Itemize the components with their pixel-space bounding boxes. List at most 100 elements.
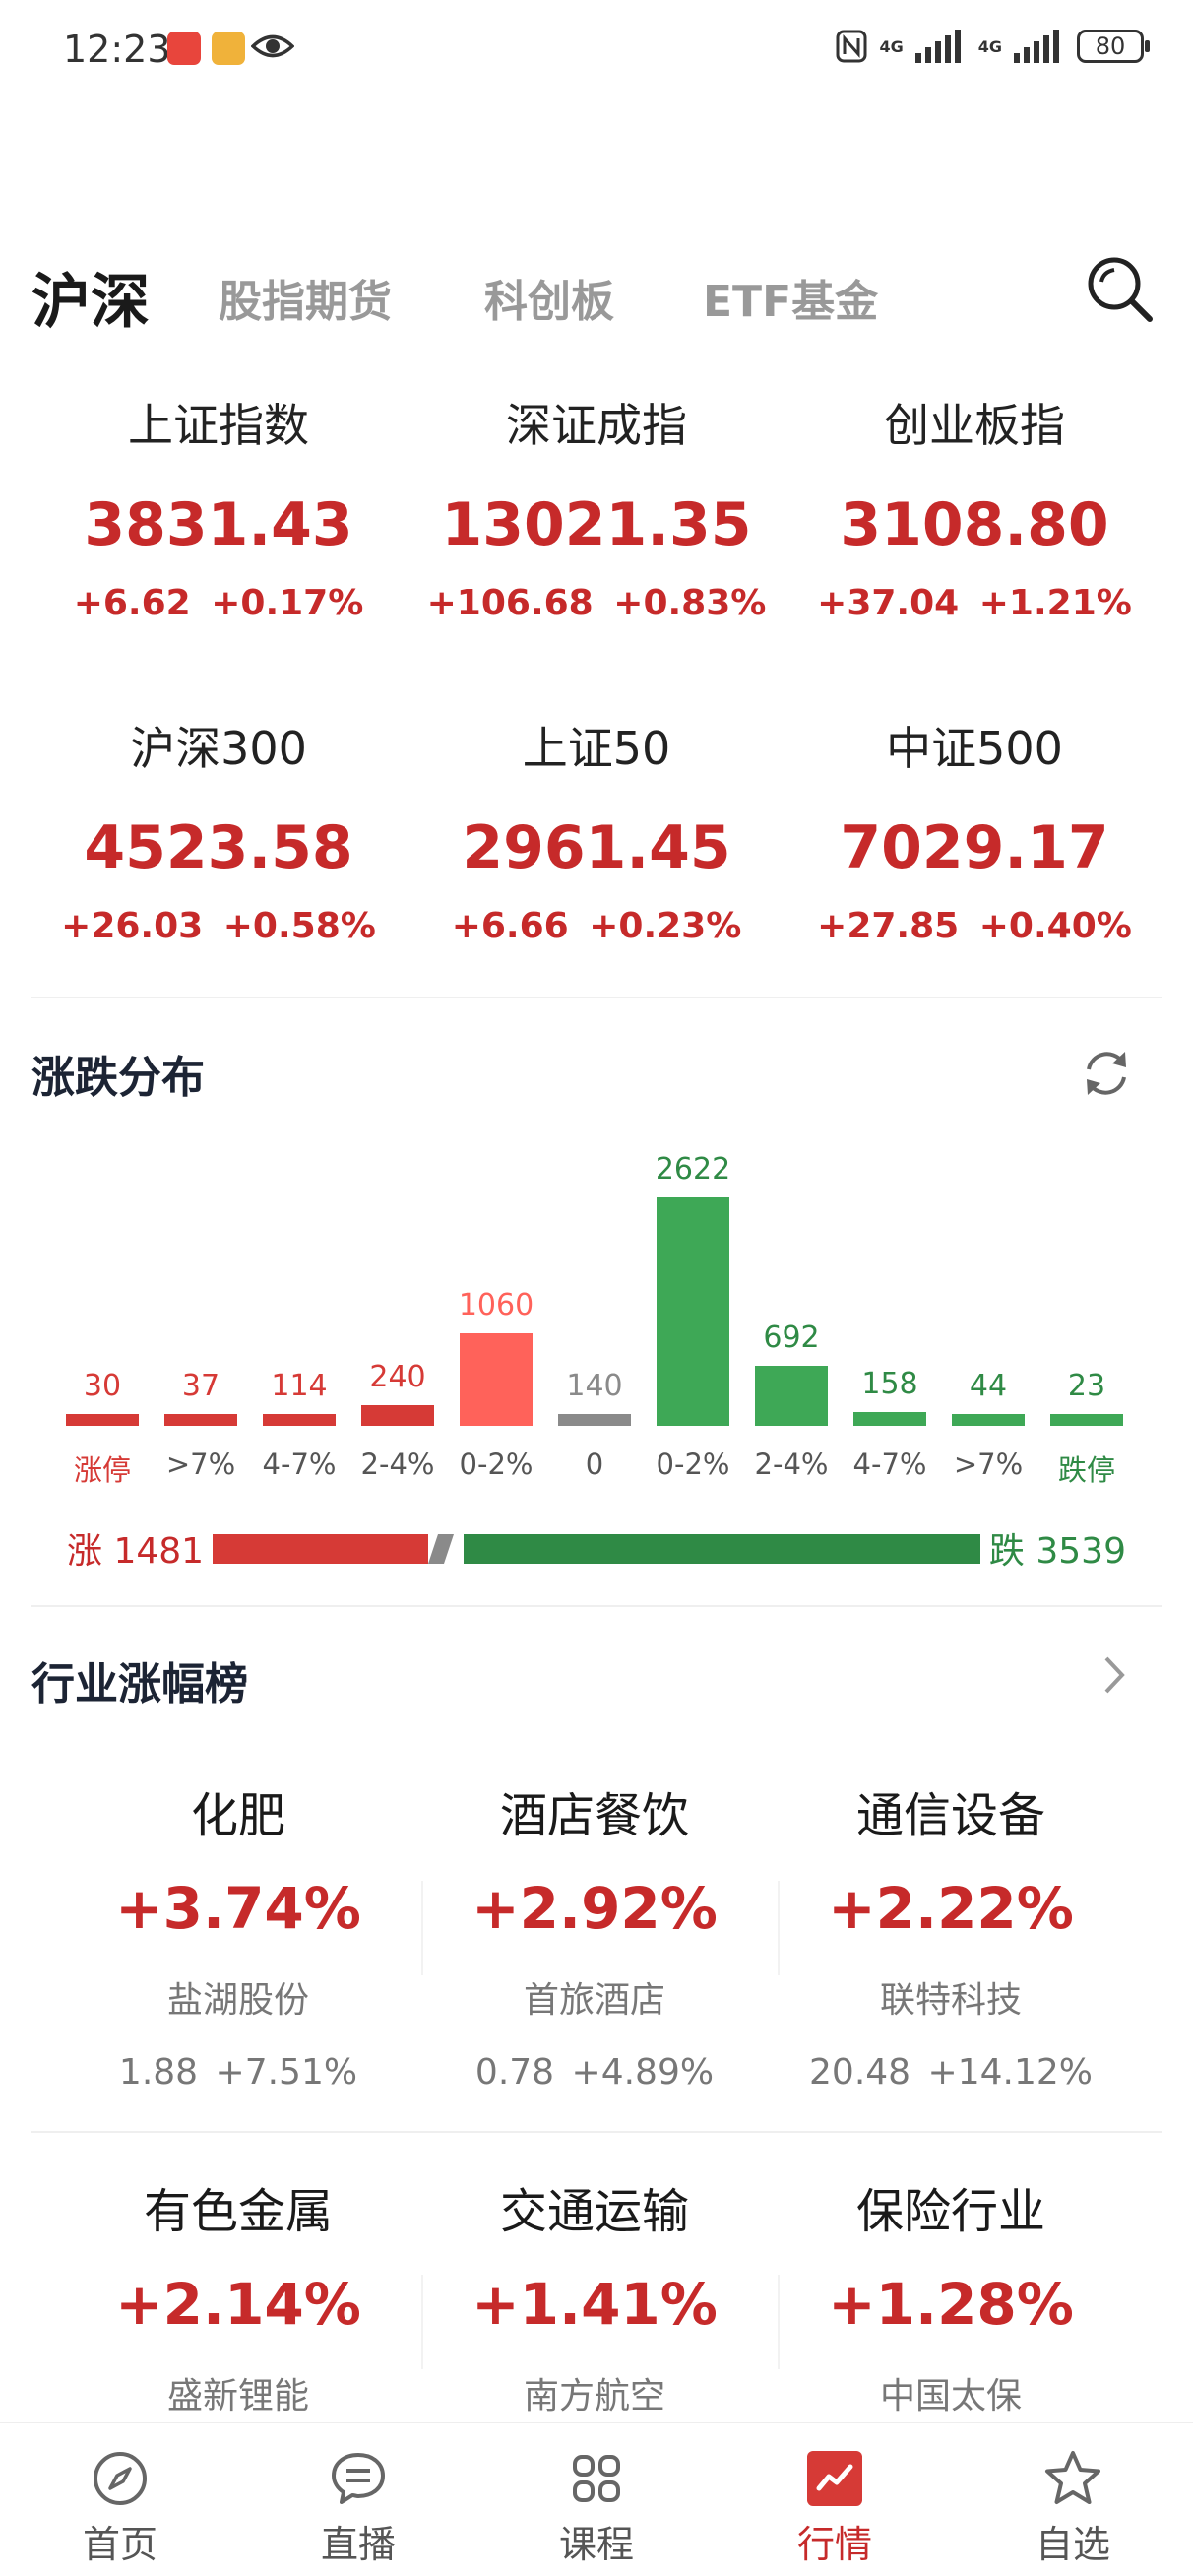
index-change: +106.68 +0.83% (419, 583, 774, 623)
industry-pct: +2.22% (828, 1875, 1074, 1942)
stock-pct: +7.51% (215, 2052, 358, 2093)
distribution-bar (657, 1197, 729, 1426)
bottom-nav: 首页 直播 课程 行情 自选 (0, 2422, 1193, 2576)
index-change-pct: +0.58% (222, 906, 376, 946)
index-card[interactable]: 创业板指 3108.80 +37.04 +1.21% (797, 396, 1152, 623)
leading-stock-data: 0.78 +4.89% (417, 2052, 772, 2093)
bar-category-label: 4-7% (852, 1448, 927, 1481)
index-change-pct: +1.21% (978, 583, 1132, 623)
industry-card[interactable]: 化肥 +3.74% 盐湖股份 1.88 +7.51% (61, 1776, 415, 2093)
down-count-label: 跌 3539 (989, 1522, 1126, 1574)
industry-card[interactable]: 有色金属 +2.14% 盛新锂能 (61, 2172, 415, 2418)
nav-label: 课程 (558, 2523, 634, 2566)
index-value: 7029.17 (840, 813, 1109, 882)
stock-price: 1.88 (118, 2052, 199, 2093)
bar-category-label: 涨停 (73, 1453, 131, 1487)
industry-card[interactable]: 交通运输 +1.41% 南方航空 (417, 2172, 772, 2418)
index-change-points: +6.66 (451, 906, 569, 946)
down-count: 3539 (1036, 1531, 1126, 1572)
bar-value-label: 44 (969, 1369, 1008, 1403)
distribution-bar (460, 1333, 533, 1426)
index-card[interactable]: 中证500 7029.17 +27.85 +0.40% (797, 719, 1152, 946)
industry-card[interactable]: 保险行业 +1.28% 中国太保 (774, 2172, 1128, 2418)
index-value: 4523.58 (84, 813, 353, 882)
nav-label: 直播 (320, 2523, 396, 2566)
bar-value-label: 140 (566, 1369, 623, 1403)
market-chart-icon (807, 2451, 862, 2506)
status-indicators: 4G 4G 80 (836, 30, 1150, 63)
divider (31, 2131, 1162, 2133)
bar-category-label: 2-4% (360, 1448, 435, 1481)
distribution-bar (1050, 1414, 1123, 1426)
distribution-title: 涨跌分布 (31, 1053, 205, 1103)
distribution-bar (853, 1412, 926, 1426)
index-value: 2961.45 (462, 813, 731, 882)
separator (778, 2275, 780, 2369)
bar-category-label: 0-2% (656, 1448, 730, 1481)
up-label: 涨 (67, 1531, 103, 1572)
index-value: 3108.80 (840, 490, 1109, 559)
distribution-bar (361, 1405, 434, 1426)
nav-market[interactable]: 行情 (766, 2449, 904, 2568)
industry-name: 化肥 (190, 1788, 285, 1843)
distribution-bar (558, 1414, 631, 1426)
nav-courses[interactable]: 课程 (528, 2449, 665, 2568)
tab-hushen[interactable]: 沪深 (31, 268, 150, 337)
bar-category-label: >7% (165, 1448, 236, 1481)
signal-1-label: 4G (879, 36, 904, 56)
index-card[interactable]: 上证50 2961.45 +6.66 +0.23% (419, 719, 774, 946)
tab-star-market[interactable]: 科创板 (484, 277, 614, 327)
signal-2-icon (1014, 30, 1059, 63)
up-count: 1481 (113, 1531, 205, 1572)
bar-category-label: >7% (953, 1448, 1024, 1481)
leading-stock: 盐湖股份 (166, 1980, 309, 2021)
ratio-bar (213, 1534, 980, 1564)
bar-value-label: 240 (369, 1360, 426, 1394)
nav-watchlist[interactable]: 自选 (1004, 2449, 1142, 2568)
industry-pct: +2.92% (471, 1875, 718, 1942)
index-card[interactable]: 上证指数 3831.43 +6.62 +0.17% (41, 396, 396, 623)
battery-icon: 80 (1077, 30, 1150, 63)
index-card[interactable]: 沪深300 4523.58 +26.03 +0.58% (41, 719, 396, 946)
nav-live[interactable]: 直播 (289, 2449, 427, 2568)
ratio-up-segment (213, 1534, 428, 1564)
distribution-bar (755, 1366, 828, 1426)
nav-label: 首页 (82, 2523, 157, 2566)
index-change-points: +106.68 (426, 583, 594, 623)
index-change-points: +27.85 (817, 906, 960, 946)
industry-pct: +1.28% (828, 2271, 1074, 2338)
status-time: 12:23 (63, 28, 171, 71)
separator (778, 1881, 780, 1975)
bar-value-label: 37 (181, 1369, 220, 1403)
nfc-icon (836, 30, 867, 63)
distribution-bar (164, 1414, 237, 1426)
ratio-down-segment (464, 1534, 980, 1564)
bar-value-label: 692 (763, 1320, 820, 1355)
up-down-ratio: 涨 1481 跌 3539 (0, 1516, 1193, 1576)
search-icon[interactable] (1085, 254, 1154, 323)
index-change-pct: +0.40% (978, 906, 1132, 946)
app-notification-icon (167, 32, 201, 65)
bar-category-label: 0-2% (459, 1448, 534, 1481)
industry-card[interactable]: 通信设备 +2.22% 联特科技 20.48 +14.12% (774, 1776, 1128, 2093)
industry-card[interactable]: 酒店餐饮 +2.92% 首旅酒店 0.78 +4.89% (417, 1776, 772, 2093)
up-count-label: 涨 1481 (67, 1522, 204, 1574)
refresh-icon[interactable] (1079, 1046, 1134, 1101)
index-change-pct: +0.17% (211, 583, 364, 623)
down-label: 跌 (988, 1531, 1025, 1572)
bar-value-label: 1060 (458, 1288, 534, 1322)
tab-index-futures[interactable]: 股指期货 (219, 277, 392, 327)
chevron-right-icon[interactable] (1095, 1650, 1134, 1700)
index-value: 13021.35 (441, 490, 752, 559)
tab-etf-fund[interactable]: ETF基金 (703, 277, 879, 327)
industry-name: 保险行业 (855, 2184, 1045, 2239)
industry-name: 交通运输 (499, 2184, 689, 2239)
game-notification-icon (212, 32, 245, 65)
status-bar: 12:23 4G 4G 80 (0, 0, 1193, 98)
distribution-bar (263, 1414, 336, 1426)
index-card[interactable]: 深证成指 13021.35 +106.68 +0.83% (419, 396, 774, 623)
leading-stock-data: 1.88 +7.51% (61, 2052, 415, 2093)
industry-pct: +2.14% (115, 2271, 361, 2338)
leading-stock: 盛新锂能 (166, 2376, 309, 2416)
nav-home[interactable]: 首页 (51, 2449, 189, 2568)
